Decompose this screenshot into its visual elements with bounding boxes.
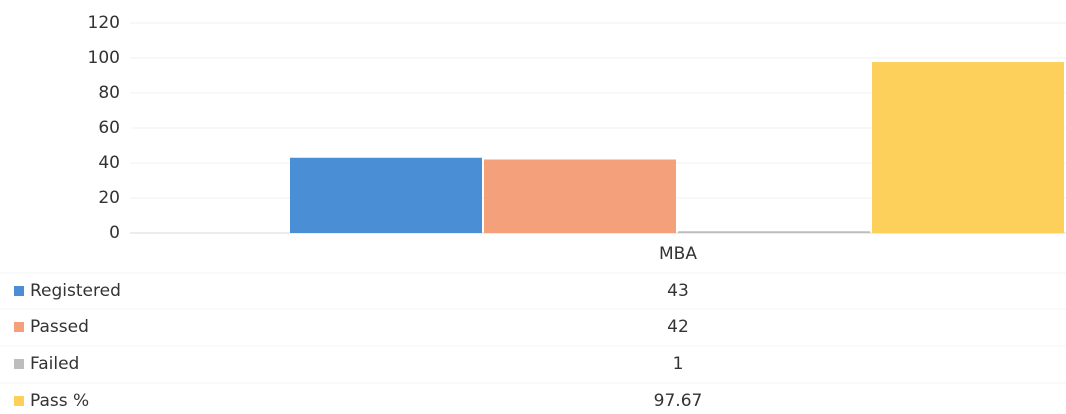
legend-key: [14, 286, 24, 296]
bar: [290, 157, 482, 233]
legend-key: [14, 396, 24, 406]
y-tick-label: 80: [98, 83, 120, 103]
legend-key: [14, 322, 24, 332]
legend-label: Failed: [30, 354, 79, 374]
bar: [872, 62, 1064, 233]
table-value: 43: [667, 281, 689, 301]
table-value: 42: [667, 317, 689, 337]
table-value: 97.67: [654, 391, 703, 411]
y-tick-label: 100: [88, 48, 120, 68]
legend-label: Pass %: [30, 391, 89, 411]
y-tick-label: 20: [98, 188, 120, 208]
y-tick-label: 60: [98, 118, 120, 138]
bar: [678, 231, 870, 233]
table-value: 1: [673, 354, 684, 374]
bar: [484, 159, 676, 233]
legend-label: Passed: [30, 317, 89, 337]
legend-label: Registered: [30, 281, 121, 301]
x-tick-label: MBA: [659, 244, 697, 264]
y-tick-label: 120: [88, 13, 120, 33]
y-tick-label: 0: [109, 223, 120, 243]
y-tick-label: 40: [98, 153, 120, 173]
legend-key: [14, 359, 24, 369]
